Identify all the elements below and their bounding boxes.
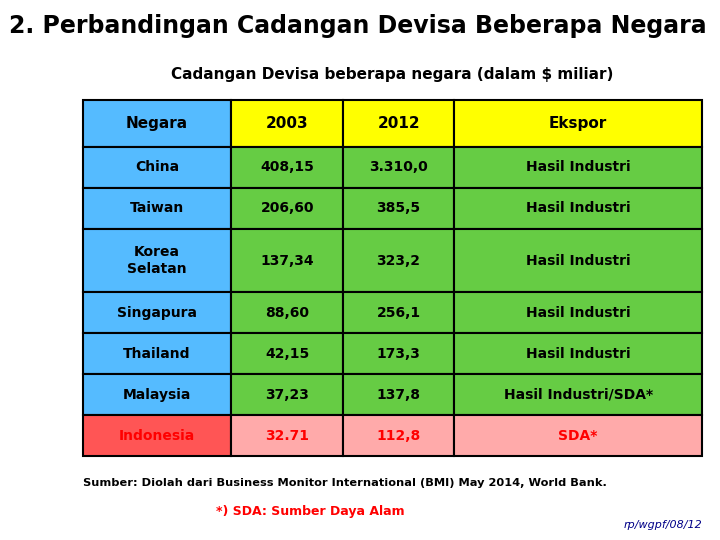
Bar bbox=[83, 374, 231, 415]
Text: 385,5: 385,5 bbox=[377, 201, 420, 215]
Text: Hasil Industri: Hasil Industri bbox=[526, 254, 631, 268]
Bar bbox=[231, 415, 343, 456]
Text: 408,15: 408,15 bbox=[260, 160, 314, 174]
Bar bbox=[83, 415, 231, 456]
Text: 323,2: 323,2 bbox=[377, 254, 420, 268]
Text: Indonesia: Indonesia bbox=[119, 429, 195, 443]
Text: Taiwan: Taiwan bbox=[130, 201, 184, 215]
Text: 32.71: 32.71 bbox=[265, 429, 309, 443]
Text: Hasil Industri: Hasil Industri bbox=[526, 201, 631, 215]
Bar bbox=[231, 374, 343, 415]
Bar bbox=[83, 333, 231, 374]
Text: Hasil Industri: Hasil Industri bbox=[526, 347, 631, 361]
Text: Hasil Industri: Hasil Industri bbox=[526, 160, 631, 174]
Text: 88,60: 88,60 bbox=[265, 306, 309, 320]
Text: Negara: Negara bbox=[126, 116, 188, 131]
Bar bbox=[343, 293, 454, 333]
Text: Malaysia: Malaysia bbox=[123, 388, 192, 402]
Text: Thailand: Thailand bbox=[123, 347, 191, 361]
Text: 137,8: 137,8 bbox=[377, 388, 420, 402]
Text: 3.310,0: 3.310,0 bbox=[369, 160, 428, 174]
Bar bbox=[231, 229, 343, 293]
Bar bbox=[454, 293, 702, 333]
Bar bbox=[231, 100, 343, 147]
Text: 2012: 2012 bbox=[377, 116, 420, 131]
Text: 137,34: 137,34 bbox=[261, 254, 314, 268]
Bar bbox=[454, 374, 702, 415]
Text: Ekspor: Ekspor bbox=[549, 116, 607, 131]
Text: Hasil Industri: Hasil Industri bbox=[526, 306, 631, 320]
Text: Korea
Selatan: Korea Selatan bbox=[127, 245, 187, 276]
Bar bbox=[343, 374, 454, 415]
Text: 173,3: 173,3 bbox=[377, 347, 420, 361]
Text: Hasil Industri/SDA*: Hasil Industri/SDA* bbox=[503, 388, 653, 402]
Bar bbox=[454, 333, 702, 374]
Text: China: China bbox=[135, 160, 179, 174]
Text: Cadangan Devisa beberapa negara (dalam $ miliar): Cadangan Devisa beberapa negara (dalam $… bbox=[171, 68, 613, 83]
Bar bbox=[231, 188, 343, 229]
Text: 2003: 2003 bbox=[266, 116, 308, 131]
Bar bbox=[343, 188, 454, 229]
Bar bbox=[454, 100, 702, 147]
Bar bbox=[454, 188, 702, 229]
Bar bbox=[343, 415, 454, 456]
Bar bbox=[83, 293, 231, 333]
Text: SDA*: SDA* bbox=[559, 429, 598, 443]
Text: 2. Perbandingan Cadangan Devisa Beberapa Negara: 2. Perbandingan Cadangan Devisa Beberapa… bbox=[9, 14, 707, 37]
Bar bbox=[83, 188, 231, 229]
Text: rp/wgpf/08/12: rp/wgpf/08/12 bbox=[624, 520, 702, 530]
Bar bbox=[231, 333, 343, 374]
Bar bbox=[343, 333, 454, 374]
Bar bbox=[83, 229, 231, 293]
Bar bbox=[343, 147, 454, 188]
Bar bbox=[231, 293, 343, 333]
Text: 206,60: 206,60 bbox=[261, 201, 314, 215]
Bar bbox=[454, 415, 702, 456]
Text: Sumber: Diolah dari Business Monitor International (BMI) May 2014, World Bank.: Sumber: Diolah dari Business Monitor Int… bbox=[83, 478, 607, 488]
Text: *) SDA: Sumber Daya Alam: *) SDA: Sumber Daya Alam bbox=[216, 505, 405, 518]
Bar bbox=[83, 147, 231, 188]
Text: 112,8: 112,8 bbox=[377, 429, 420, 443]
Text: Singapura: Singapura bbox=[117, 306, 197, 320]
Text: 256,1: 256,1 bbox=[377, 306, 420, 320]
Text: 37,23: 37,23 bbox=[265, 388, 309, 402]
Bar bbox=[454, 229, 702, 293]
Text: 42,15: 42,15 bbox=[265, 347, 310, 361]
Bar bbox=[231, 147, 343, 188]
Bar bbox=[343, 229, 454, 293]
Bar bbox=[83, 100, 231, 147]
Bar bbox=[343, 100, 454, 147]
Bar bbox=[454, 147, 702, 188]
